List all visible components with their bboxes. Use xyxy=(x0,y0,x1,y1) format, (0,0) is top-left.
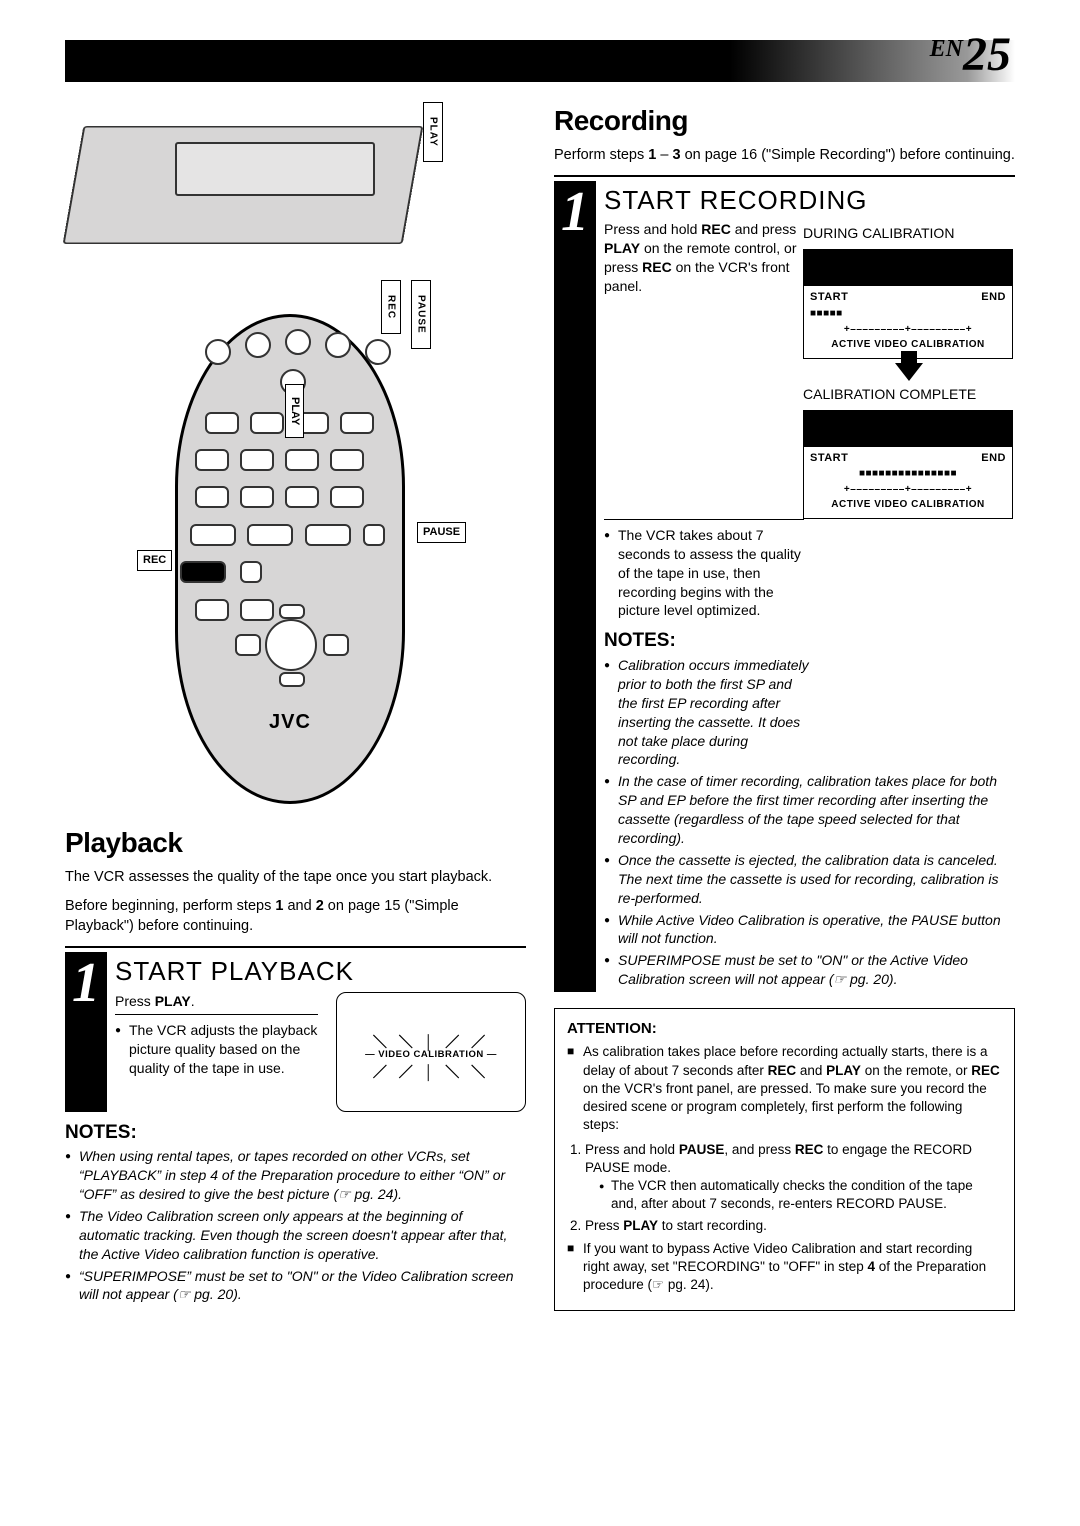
remote-illustration: PLAY PAUSE REC JVC xyxy=(65,314,526,814)
calib-label: ACTIVE VIDEO CALIBRATION xyxy=(810,338,1006,352)
remote-btn xyxy=(285,449,319,471)
attention-item: As calibration takes place before record… xyxy=(567,1043,1002,1134)
complete-calibration-box: START END ■■■■■■■■■■■■■■■ +–––––––––+––––… xyxy=(803,410,1013,519)
calibration-screens: DURING CALIBRATION START END ■■■■■ +–––––… xyxy=(803,220,1015,518)
remote-btn xyxy=(240,561,262,583)
remote-btn xyxy=(285,486,319,508)
remote-dpad xyxy=(265,619,317,671)
remote-btn xyxy=(240,599,274,621)
calib-track: +–––––––––+–––––––––+ xyxy=(810,483,1006,497)
recording-note: In the case of timer recording, calibrat… xyxy=(604,772,1015,848)
playback-step-instruct: Press PLAY. xyxy=(115,992,318,1011)
playback-note: The Video Calibration screen only appear… xyxy=(65,1207,526,1264)
playback-intro2: Before beginning, perform steps 1 and 2 … xyxy=(65,897,526,936)
vcr-illustration: PLAY REC PAUSE xyxy=(65,96,526,306)
recording-note: Once the cassette is ejected, the calibr… xyxy=(604,851,1015,908)
recording-step-num: 1 xyxy=(554,181,596,992)
video-calibration-label: — VIDEO CALIBRATION — xyxy=(337,1049,525,1062)
remote-btn xyxy=(285,329,311,355)
playback-step-bullet: The VCR adjusts the playback picture qua… xyxy=(115,1021,318,1078)
left-column: PLAY REC PAUSE xyxy=(65,96,526,1311)
attention-step: Press PLAY to start recording. xyxy=(585,1217,1002,1235)
remote-btn xyxy=(325,332,351,358)
page-header-bar: EN25 xyxy=(65,40,1015,82)
attention-sub: The VCR then automatically checks the co… xyxy=(599,1177,1002,1213)
recording-heading: Recording xyxy=(554,102,1015,140)
remote-btn xyxy=(363,524,385,546)
remote-btn-rec xyxy=(180,561,226,583)
playback-note: “SUPERIMPOSE” must be set to "ON" or the… xyxy=(65,1267,526,1305)
during-caption: DURING CALIBRATION xyxy=(803,224,1015,243)
recording-note: SUPERIMPOSE must be set to "ON" or the A… xyxy=(604,951,1015,989)
vcr-cassette-slot xyxy=(175,142,375,196)
playback-intro1: The VCR assesses the quality of the tape… xyxy=(65,868,526,888)
calib-end: END xyxy=(981,290,1006,305)
playback-step-block: 1 START PLAYBACK Press PLAY. The VCR adj… xyxy=(65,946,526,1111)
recording-note: Calibration occurs immediately prior to … xyxy=(604,656,814,769)
recording-step-bullet: The VCR takes about 7 seconds to assess … xyxy=(604,526,814,620)
recording-notes-list: Calibration occurs immediately prior to … xyxy=(604,656,1015,989)
remote-label-rec: REC xyxy=(137,550,172,571)
remote-btn xyxy=(305,524,351,546)
recording-notes-hdr: NOTES: xyxy=(604,628,1015,654)
playback-step-title: START PLAYBACK xyxy=(107,952,526,991)
complete-caption: CALIBRATION COMPLETE xyxy=(803,385,1015,404)
remote-btn xyxy=(279,604,305,619)
remote-btn xyxy=(205,339,231,365)
remote-btn xyxy=(323,634,349,656)
video-calibration-screen: ＼ ＼ │ ／ ／ — VIDEO CALIBRATION — ／ ／ │ ＼ … xyxy=(336,992,526,1112)
recording-step-block: 1 START RECORDING DURING CALIBRATION STA… xyxy=(554,175,1015,992)
spark-icon: ／ ／ │ ＼ ＼ xyxy=(337,1063,525,1082)
remote-label-pause: PAUSE xyxy=(417,522,466,543)
remote-btn xyxy=(235,634,261,656)
remote-btn xyxy=(279,672,305,687)
remote-btn xyxy=(245,332,271,358)
attention-box: ATTENTION: As calibration takes place be… xyxy=(554,1008,1015,1311)
remote-btn xyxy=(247,524,293,546)
remote-btn xyxy=(240,486,274,508)
calib-start: START xyxy=(810,290,848,305)
remote-btn xyxy=(195,599,229,621)
remote-btn xyxy=(190,524,236,546)
recording-note: While Active Video Calibration is operat… xyxy=(604,911,1015,949)
remote-label-play: PLAY xyxy=(285,384,304,438)
playback-heading: Playback xyxy=(65,824,526,862)
page-number: EN25 xyxy=(930,23,1011,88)
recording-intro: Perform steps 1 – 3 on page 16 ("Simple … xyxy=(554,146,1015,166)
playback-notes-list: When using rental tapes, or tapes record… xyxy=(65,1147,526,1304)
remote-btn xyxy=(250,412,284,434)
attention-step: Press and hold PAUSE, and press REC to e… xyxy=(585,1141,1002,1214)
lang-code: EN xyxy=(930,36,963,62)
calib-bar: ■■■■■ xyxy=(810,307,1006,321)
playback-step-num: 1 xyxy=(65,952,107,1111)
during-calibration-box: START END ■■■■■ +–––––––––+–––––––––+ ACT… xyxy=(803,249,1013,358)
remote-btn xyxy=(330,449,364,471)
playback-note: When using rental tapes, or tapes record… xyxy=(65,1147,526,1204)
calib-end: END xyxy=(981,451,1006,466)
remote-btn xyxy=(195,486,229,508)
step-rule xyxy=(65,946,526,948)
remote-btn xyxy=(365,339,391,365)
vcr-label-play: PLAY xyxy=(423,102,443,162)
calib-label: ACTIVE VIDEO CALIBRATION xyxy=(810,498,1006,512)
remote-btn xyxy=(195,449,229,471)
attention-item: If you want to bypass Active Video Calib… xyxy=(567,1240,1002,1295)
remote-btn xyxy=(330,486,364,508)
playback-notes-hdr: NOTES: xyxy=(65,1120,526,1146)
step-rule xyxy=(554,175,1015,177)
recording-step-instruct: Press and hold REC and press PLAY on the… xyxy=(604,220,814,296)
remote-btn xyxy=(205,412,239,434)
calib-start: START xyxy=(810,451,848,466)
right-column: Recording Perform steps 1 – 3 on page 16… xyxy=(554,96,1015,1311)
calib-bar: ■■■■■■■■■■■■■■■ xyxy=(810,467,1006,481)
attention-hdr: ATTENTION: xyxy=(567,1019,1002,1039)
arrow-down-icon xyxy=(895,363,923,381)
remote-btn xyxy=(340,412,374,434)
remote-btn xyxy=(240,449,274,471)
recording-step-title: START RECORDING xyxy=(596,181,1015,220)
remote-brand: JVC xyxy=(225,709,355,736)
page-num-digits: 25 xyxy=(963,28,1011,81)
calib-track: +–––––––––+–––––––––+ xyxy=(810,323,1006,337)
